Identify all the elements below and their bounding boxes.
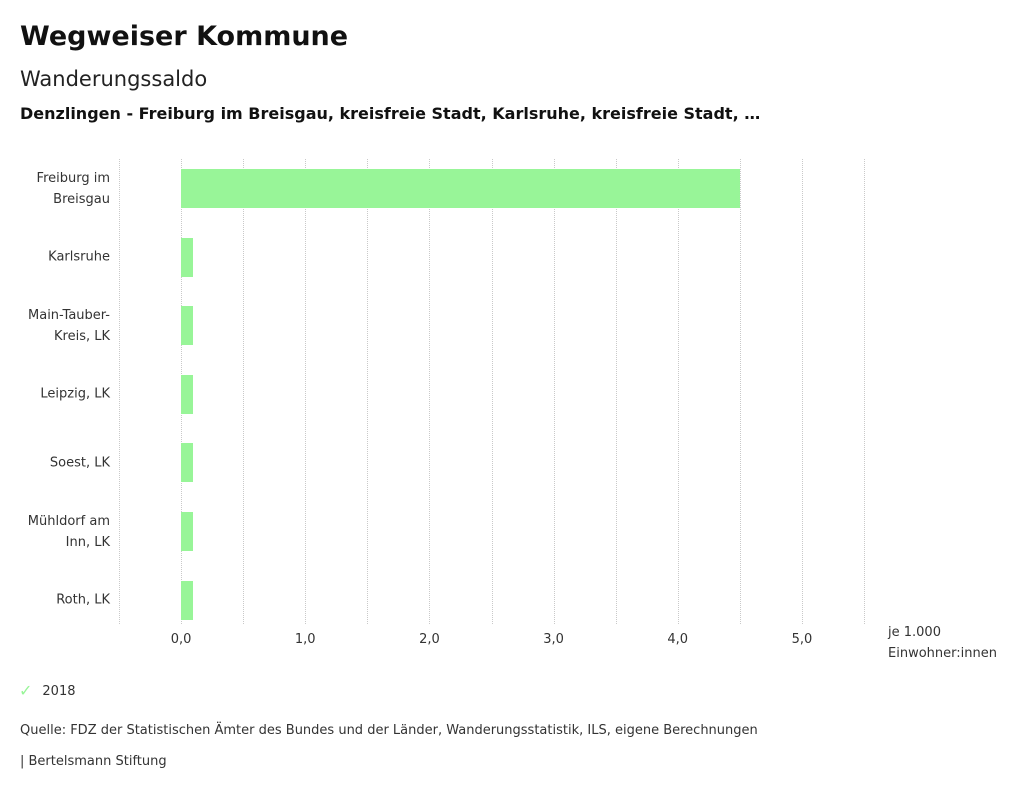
x-tick-label: 1,0 (294, 632, 316, 647)
y-axis-label: Main-Tauber-Kreis, LK (28, 307, 110, 344)
gridline (367, 159, 369, 624)
gridline (677, 159, 679, 624)
bar-roth-lk[interactable] (181, 580, 194, 620)
y-axis-label: Freiburg im Breisgau (36, 170, 110, 207)
plot-area (119, 159, 865, 624)
y-axis-label: Soest, LK (49, 455, 110, 471)
y-axis-label: Karlsruhe (48, 249, 110, 265)
brand-footer: | Bertelsmann Stiftung (20, 754, 167, 769)
x-axis-caption: je 1.000 Einwohner:innen (888, 622, 997, 664)
x-axis-caption-line2: Einwohner:innen (888, 646, 997, 661)
x-tick-label: 2,0 (419, 632, 440, 647)
y-axis-label: Leipzig, LK (40, 386, 110, 402)
gridline (243, 159, 245, 624)
comparison-subtitle: Denzlingen - Freiburg im Breisgau, kreis… (20, 104, 761, 123)
check-icon: ✓ (19, 681, 33, 700)
bar-main-tauber-kreis-lk[interactable] (181, 306, 194, 346)
bar-freiburg-im-breisgau[interactable] (181, 169, 740, 208)
gridline (305, 159, 307, 624)
source-note: Quelle: FDZ der Statistischen Ämter des … (20, 723, 758, 738)
x-tick-label: 5,0 (791, 632, 813, 647)
gridline (615, 159, 617, 624)
x-tick-label: 0,0 (170, 632, 192, 647)
page-title: Wegweiser Kommune (20, 21, 349, 52)
gridline (119, 159, 120, 624)
bar-karlsruhe[interactable] (181, 237, 194, 277)
bar-soest-lk[interactable] (181, 443, 194, 483)
legend-year-label: 2018 (42, 683, 76, 699)
gridline (864, 159, 865, 624)
gridline (801, 159, 803, 624)
gridline (429, 159, 431, 624)
legend-year-toggle[interactable]: ✓ 2018 (19, 683, 76, 699)
x-axis-caption-line1: je 1.000 (888, 625, 941, 640)
indicator-title: Wanderungssaldo (20, 67, 208, 91)
gridline (739, 159, 741, 624)
bar-leipzig-lk[interactable] (181, 374, 194, 414)
y-axis-label: Mühldorf am Inn, LK (27, 513, 110, 550)
x-tick-label: 4,0 (667, 632, 689, 647)
y-axis-label: Roth, LK (56, 592, 110, 608)
gridline (491, 159, 493, 624)
gridline (553, 159, 555, 624)
bar-mühldorf-am-inn-lk[interactable] (181, 512, 194, 551)
x-tick-label: 3,0 (543, 632, 564, 647)
